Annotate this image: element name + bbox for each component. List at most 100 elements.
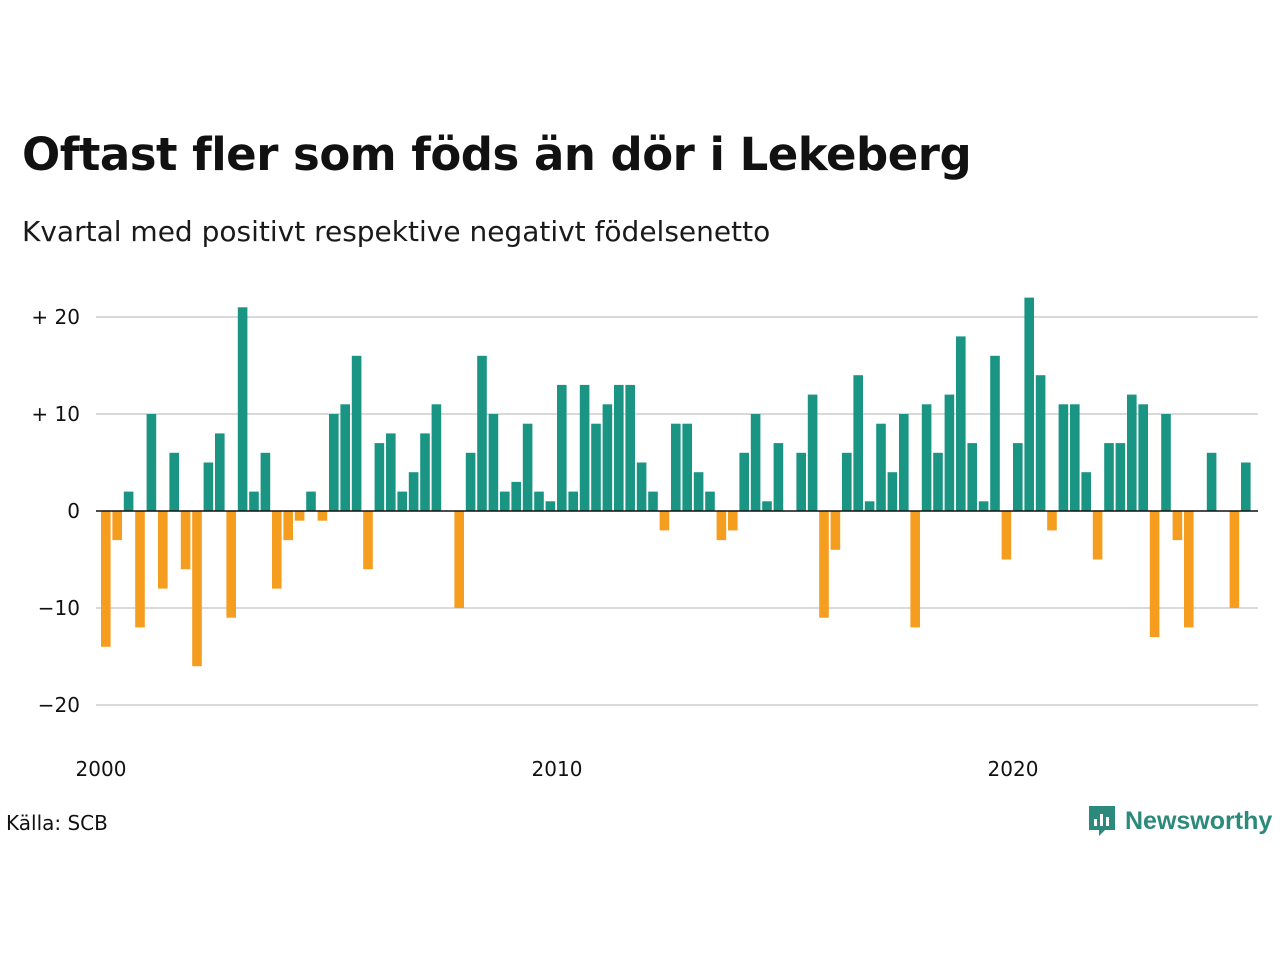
bar xyxy=(693,472,704,511)
bar xyxy=(1161,414,1171,511)
bar xyxy=(579,384,590,511)
bar xyxy=(853,375,863,511)
bar xyxy=(591,423,601,511)
bar xyxy=(739,452,749,511)
bars xyxy=(101,297,1251,667)
bar xyxy=(192,511,202,667)
bar xyxy=(465,452,476,511)
bar xyxy=(317,511,328,521)
bar xyxy=(819,511,829,618)
bar xyxy=(1001,511,1012,560)
bar xyxy=(967,443,977,511)
x-tick-label: 2000 xyxy=(76,757,127,781)
bar xyxy=(728,511,738,531)
bar xyxy=(956,336,966,511)
bar xyxy=(876,423,886,511)
bar xyxy=(671,423,681,511)
bar xyxy=(1024,297,1034,511)
bar xyxy=(374,443,385,511)
bar xyxy=(488,414,499,511)
bar xyxy=(283,511,293,541)
bar xyxy=(614,384,624,511)
y-tick-label: + 10 xyxy=(31,402,80,426)
bar xyxy=(215,433,225,511)
bar xyxy=(260,452,271,511)
y-tick-label: + 20 xyxy=(31,305,80,329)
bar xyxy=(408,472,419,511)
x-tick-label: 2020 xyxy=(988,757,1039,781)
newsworthy-logo: Newsworthy xyxy=(1087,804,1272,838)
bar xyxy=(1229,511,1240,608)
bar xyxy=(1058,404,1069,511)
bar xyxy=(750,414,761,511)
bar xyxy=(625,384,635,511)
bar xyxy=(203,462,214,511)
bar xyxy=(830,511,841,550)
bar xyxy=(112,511,122,541)
bar xyxy=(921,404,932,511)
bar xyxy=(659,511,670,531)
bar xyxy=(1149,511,1160,638)
bar xyxy=(899,414,909,511)
bar xyxy=(807,394,818,511)
bar xyxy=(180,511,191,570)
bar xyxy=(545,501,556,511)
bar xyxy=(329,414,339,511)
bar xyxy=(351,355,362,511)
bar xyxy=(1206,452,1217,511)
bar xyxy=(773,443,784,511)
bar xyxy=(306,491,316,511)
bar xyxy=(1047,511,1057,531)
bar xyxy=(1104,443,1114,511)
bar xyxy=(511,481,521,511)
bar xyxy=(705,491,715,511)
bar xyxy=(101,511,111,647)
bar xyxy=(146,414,157,511)
y-tick-label: −20 xyxy=(38,693,80,717)
bar xyxy=(169,452,179,511)
bar xyxy=(1138,404,1148,511)
bar xyxy=(1035,375,1046,511)
bar xyxy=(990,355,1000,511)
bar xyxy=(762,501,772,511)
bar xyxy=(1081,472,1091,511)
bar xyxy=(237,307,248,511)
bar xyxy=(294,511,305,521)
bar xyxy=(340,404,350,511)
newsworthy-logo-icon xyxy=(1089,806,1115,836)
bar xyxy=(682,423,692,511)
bar xyxy=(842,452,852,511)
bar xyxy=(522,423,533,511)
chart-title: Oftast fler som föds än dör i Lekeberg xyxy=(22,128,972,181)
bar xyxy=(568,491,578,511)
bar xyxy=(1115,443,1126,511)
bar xyxy=(386,433,396,511)
bar xyxy=(1241,462,1251,511)
x-tick-label: 2010 xyxy=(532,757,583,781)
bar xyxy=(534,491,544,511)
bar xyxy=(1127,394,1137,511)
bar xyxy=(1184,511,1194,628)
bar xyxy=(716,511,727,541)
bar xyxy=(1013,443,1023,511)
bar xyxy=(420,433,430,511)
bar xyxy=(933,452,943,511)
chart-subtitle: Kvartal med positivt respektive negativt… xyxy=(22,215,771,248)
bar xyxy=(123,491,134,511)
bar xyxy=(135,511,145,628)
bar xyxy=(272,511,282,589)
newsworthy-logo-text: Newsworthy xyxy=(1125,806,1273,835)
bar xyxy=(477,355,487,511)
y-tick-label: −10 xyxy=(38,596,80,620)
bar xyxy=(500,491,510,511)
bar xyxy=(978,501,989,511)
bar xyxy=(1172,511,1183,541)
bar xyxy=(158,511,168,589)
bar xyxy=(636,462,647,511)
bar xyxy=(454,511,464,608)
bar xyxy=(602,404,613,511)
bar xyxy=(249,491,259,511)
bar xyxy=(910,511,920,628)
axes: + 20 + 10 0 −10 −20 2000 2010 2020 xyxy=(31,305,1258,781)
bar xyxy=(864,501,875,511)
